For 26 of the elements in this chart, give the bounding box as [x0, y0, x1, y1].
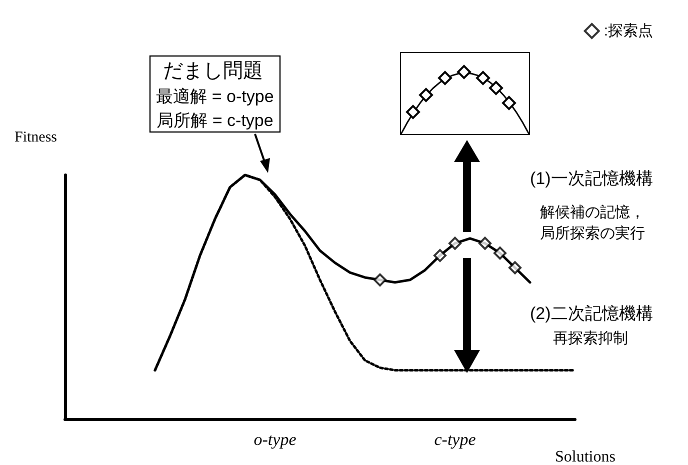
point	[448, 236, 462, 250]
x-tick-label: c-type	[434, 430, 476, 449]
point	[489, 81, 503, 95]
x-tick-label: o-type	[254, 430, 297, 449]
x-axis-title: Solutions	[555, 448, 616, 465]
point	[476, 71, 490, 85]
y-axis-title: Fitness	[14, 130, 58, 146]
annotation: (1)一次記憶機構	[530, 169, 653, 188]
annotation: 解候補の記憶，	[540, 204, 645, 221]
point	[457, 65, 471, 79]
point	[478, 236, 492, 250]
point	[419, 88, 433, 102]
text: 局所解 = c-type	[156, 111, 274, 130]
point	[508, 261, 522, 274]
point	[438, 71, 452, 85]
point	[502, 96, 516, 110]
point	[494, 246, 506, 260]
text: だまし問題	[163, 60, 263, 82]
text: 最適解 = o-type	[156, 87, 274, 106]
annotation: 局所探索の実行	[540, 225, 645, 242]
annotation: (2)二次記憶機構	[530, 304, 653, 323]
point	[374, 273, 386, 286]
point	[434, 249, 446, 262]
point	[406, 105, 420, 119]
annotation: 再探索抑制	[553, 330, 628, 347]
legend-label: :探索点	[604, 22, 654, 40]
